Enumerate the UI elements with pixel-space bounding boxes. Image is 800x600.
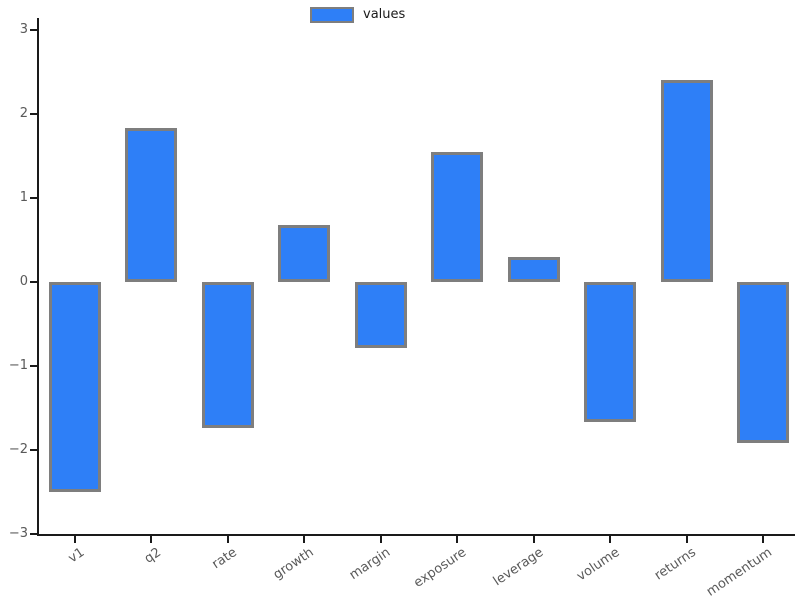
- legend: values: [310, 5, 405, 25]
- bar: [660, 80, 713, 282]
- bar: [125, 128, 178, 282]
- x-tick-label: volume: [574, 545, 623, 585]
- y-tick-label: 2: [19, 106, 28, 121]
- bar: [507, 256, 560, 282]
- x-tick-label: margin: [346, 545, 394, 584]
- x-tick-mark: [226, 536, 229, 543]
- y-tick-label: 3: [19, 22, 28, 37]
- x-tick-mark: [532, 536, 535, 543]
- y-tick-mark: [30, 365, 37, 367]
- x-tick-label: exposure: [411, 545, 470, 591]
- y-tick-label: 1: [19, 190, 28, 205]
- x-tick-mark: [761, 536, 764, 543]
- y-tick-label: −1: [8, 358, 28, 373]
- y-tick-mark: [30, 533, 37, 535]
- bar: [736, 282, 789, 444]
- bar: [49, 282, 101, 492]
- y-tick-mark: [30, 449, 37, 451]
- bar: [278, 224, 331, 282]
- x-tick-label: returns: [651, 545, 699, 584]
- x-tick-mark: [456, 536, 459, 543]
- bar: [354, 282, 407, 349]
- y-tick-mark: [30, 113, 37, 115]
- y-axis-line: [37, 18, 39, 536]
- bar: [431, 151, 484, 282]
- x-tick-mark: [303, 536, 306, 543]
- legend-series-label: values: [363, 7, 406, 22]
- x-tick-mark: [379, 536, 382, 543]
- x-tick-mark: [685, 536, 688, 543]
- y-tick-label: −3: [8, 526, 28, 541]
- bar: [584, 282, 637, 423]
- x-tick-label: v1: [65, 545, 88, 567]
- x-tick-mark: [609, 536, 612, 543]
- x-tick-label: leverage: [490, 545, 547, 590]
- x-tick-label: rate: [209, 545, 241, 573]
- y-tick-mark: [30, 281, 37, 283]
- legend-swatch-icon: [310, 7, 354, 23]
- x-tick-mark: [74, 536, 76, 543]
- x-tick-label: momentum: [704, 545, 776, 600]
- y-tick-label: 0: [19, 274, 28, 289]
- x-tick-mark: [150, 536, 153, 543]
- y-tick-label: −2: [8, 442, 28, 457]
- x-axis-line: [37, 534, 795, 536]
- y-tick-mark: [30, 197, 37, 199]
- bar: [201, 282, 254, 429]
- x-tick-label: q2: [141, 545, 164, 567]
- y-tick-mark: [30, 29, 37, 31]
- x-tick-label: growth: [270, 545, 317, 583]
